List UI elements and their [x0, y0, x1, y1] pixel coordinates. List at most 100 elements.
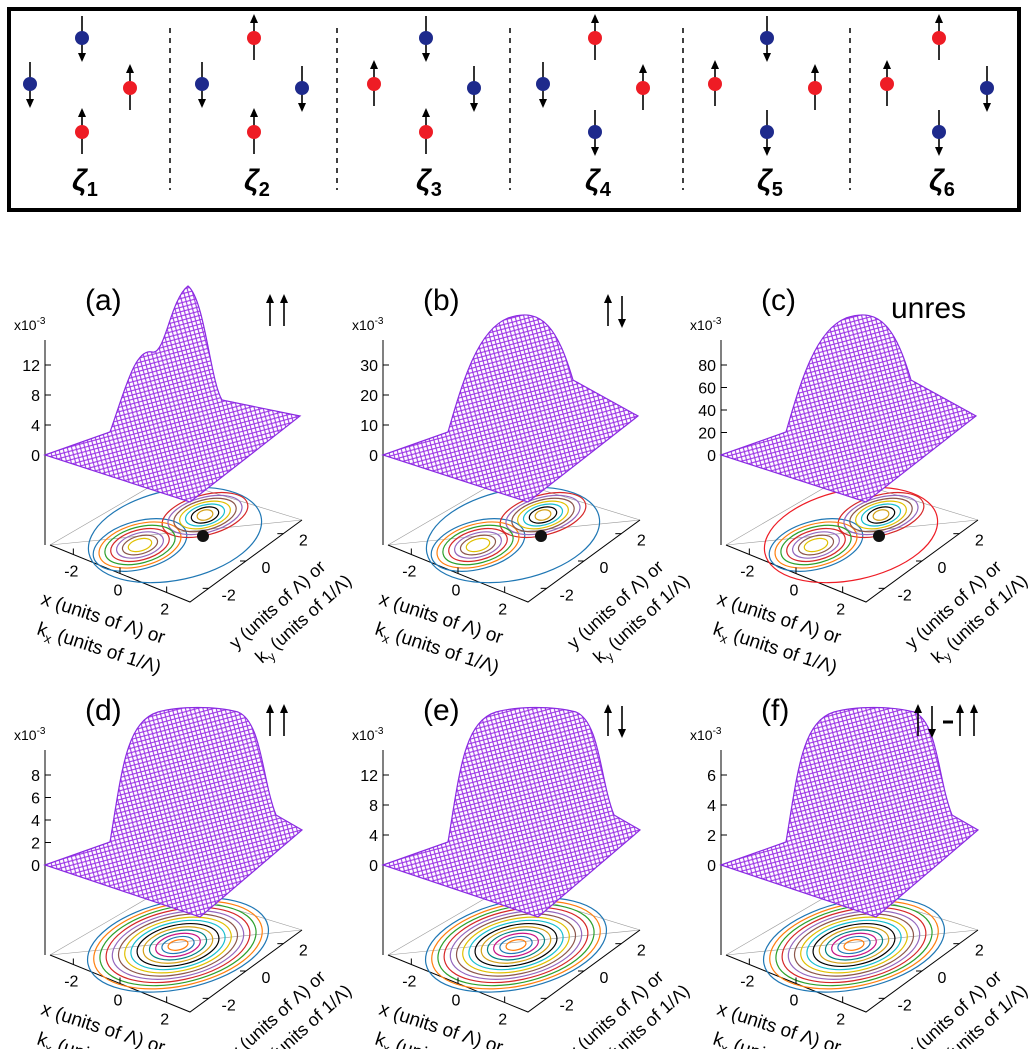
contour [515, 496, 572, 534]
config-label: ζ6 [929, 164, 955, 201]
contour [120, 908, 237, 981]
z-scale-exp: -3 [37, 316, 46, 327]
contour [534, 508, 552, 522]
y-tick-label: 0 [600, 970, 609, 987]
y-tick-label: 0 [938, 560, 947, 577]
contour [94, 514, 186, 576]
site [295, 81, 309, 95]
spin-head [266, 704, 274, 713]
contour [528, 504, 559, 526]
spin-head [970, 704, 978, 713]
marker-dot [535, 530, 547, 542]
z-tick-label: 30 [360, 358, 378, 375]
config-subscript: 2 [259, 179, 270, 201]
contour [802, 913, 905, 978]
z-scale-base: x10 [14, 317, 37, 333]
z-scale: x10-3 [14, 316, 46, 333]
contour [107, 523, 173, 568]
surface [721, 708, 978, 918]
x-tick-label: 2 [160, 1012, 169, 1029]
spin-head [78, 53, 86, 62]
spin-head [26, 99, 34, 108]
config-symbol: ζ [757, 164, 773, 197]
site [760, 31, 774, 45]
z-tick-label: 4 [369, 828, 378, 845]
z-tick-label: 8 [369, 798, 378, 815]
y-tick-label: -2 [898, 587, 912, 604]
z-scale-exp: -3 [375, 726, 384, 737]
contour [196, 508, 214, 522]
spin-head [639, 64, 647, 73]
panel-label: (c) [761, 284, 796, 317]
contour [770, 514, 862, 576]
y-tick-label: -2 [898, 997, 912, 1014]
spin-head [883, 60, 891, 69]
contour [437, 896, 595, 995]
panel-label: (d) [85, 694, 122, 727]
spin-head [711, 60, 719, 69]
panel-label: (e) [423, 694, 460, 727]
y-tick-label: 0 [600, 560, 609, 577]
z-scale: x10-3 [690, 726, 722, 743]
surface [383, 315, 638, 502]
y-tick-label: -2 [560, 587, 574, 604]
spin-head [983, 103, 991, 112]
surface [45, 286, 300, 502]
config-symbol: ζ [244, 164, 260, 197]
z-tick-label: 10 [360, 418, 378, 435]
z-scale-exp: -3 [713, 316, 722, 327]
spin-head [370, 60, 378, 69]
plot-panel: (a)x10-304812-202-202x (units of Λ) orkx… [14, 284, 358, 681]
spin-head [956, 704, 964, 713]
spin-head [763, 147, 771, 156]
contour [154, 930, 203, 961]
spin-head [763, 53, 771, 62]
y-tick-label: 2 [637, 533, 646, 550]
x-tick-label: 0 [790, 993, 799, 1010]
x-tick-label: 0 [452, 993, 461, 1010]
z-tick-label: 2 [31, 836, 40, 853]
z-tick-label: 20 [698, 426, 716, 443]
contour [866, 504, 897, 526]
x-tick-label: 2 [836, 1012, 845, 1029]
z-tick-label: 12 [22, 358, 40, 375]
contour [445, 523, 511, 568]
z-tick-label: 0 [707, 448, 716, 465]
z-tick-label: 80 [698, 358, 716, 375]
contour [796, 532, 835, 559]
contour [458, 532, 497, 559]
contour [796, 908, 913, 981]
site [419, 125, 433, 139]
z-tick-label: 20 [360, 388, 378, 405]
spin-head [250, 108, 258, 117]
spin-head [470, 103, 478, 112]
z-scale-base: x10 [690, 317, 713, 333]
config-box [9, 9, 1019, 210]
site [708, 77, 722, 91]
config: ζ6 [880, 14, 994, 201]
site [980, 81, 994, 95]
site [932, 125, 946, 139]
config-subscript: 6 [944, 179, 955, 201]
z-scale: x10-3 [690, 316, 722, 333]
site [588, 31, 602, 45]
x-tick-label: 0 [114, 993, 123, 1010]
contour [872, 508, 890, 522]
site [247, 31, 261, 45]
z-tick-label: 0 [31, 858, 40, 875]
spin-head [604, 294, 612, 303]
spin-head [422, 108, 430, 117]
site [760, 125, 774, 139]
config-subscript: 5 [772, 179, 783, 201]
spin-head [198, 99, 206, 108]
contour [492, 930, 541, 961]
spin-head [539, 99, 547, 108]
marker-dot [873, 530, 885, 542]
contour [451, 904, 581, 986]
x-tick-label: 2 [160, 602, 169, 619]
z-scale-exp: -3 [37, 726, 46, 737]
spin-head [280, 704, 288, 713]
contour [853, 496, 910, 534]
